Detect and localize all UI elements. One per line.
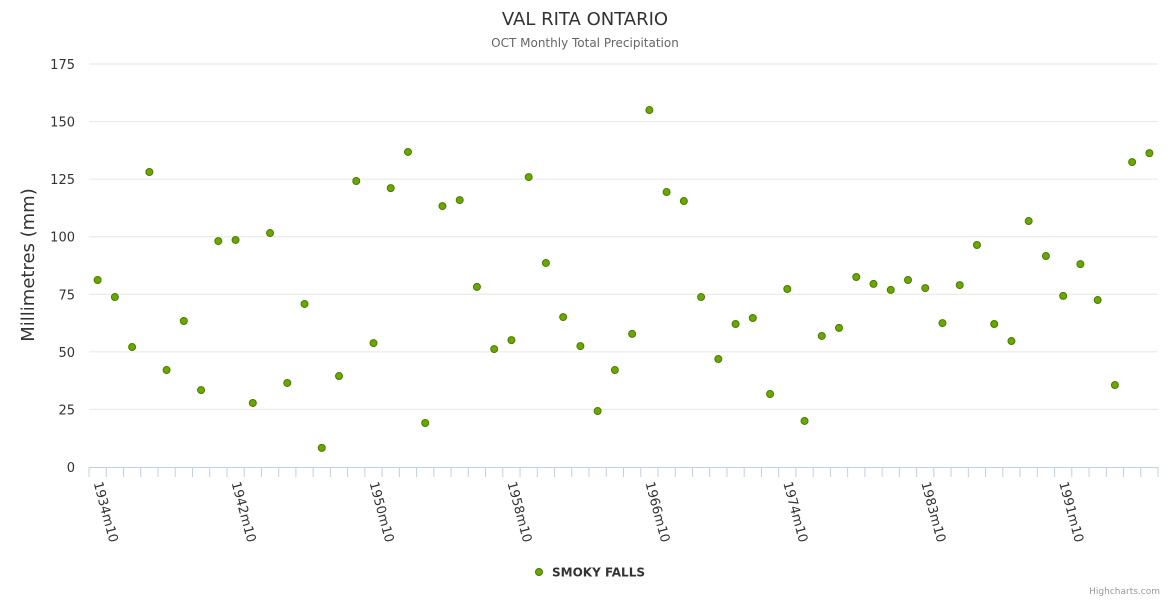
x-tick-label: 1983m10 [917,480,948,544]
data-point [662,188,671,197]
y-tick-label: 175 [50,58,75,73]
data-point [248,398,257,407]
x-tick-label: 1942m10 [228,480,259,544]
data-point [1110,381,1119,390]
chart-subtitle: OCT Monthly Total Precipitation [491,36,679,50]
data-point [541,258,550,267]
credits-link[interactable]: Highcharts.com [1089,587,1160,597]
data-point [610,366,619,375]
data-point [714,354,723,363]
x-tick-label: 1974m10 [779,480,810,544]
data-point [266,229,275,238]
data-point [783,284,792,293]
chart-title: VAL RITA ONTARIO [502,9,668,30]
data-point [766,389,775,398]
data-point [731,319,740,328]
data-point [1128,158,1137,167]
data-point [645,106,654,115]
data-point [800,416,809,425]
y-tick-label: 125 [50,173,75,188]
data-point [576,342,585,351]
legend-label: SMOKY FALLS [552,566,645,580]
data-point [317,443,326,452]
data-point [1007,337,1016,346]
data-point [386,184,395,193]
data-point [93,276,102,285]
data-point [197,386,206,395]
data-point [559,313,568,322]
data-point [1145,149,1154,158]
data-point [972,241,981,250]
x-tick-label: 1966m10 [641,480,672,544]
data-point [335,372,344,381]
data-point [403,147,412,156]
data-point [886,285,895,294]
y-tick-label: 100 [50,231,75,246]
x-tick-label: 1934m10 [90,480,121,544]
data-point [852,273,861,282]
data-point [162,366,171,375]
legend-marker [535,568,543,576]
data-point [145,168,154,177]
data-point [1076,260,1085,269]
data-point [472,282,481,291]
data-point [697,293,706,302]
data-point [490,345,499,354]
data-point [455,196,464,205]
legend-item[interactable]: SMOKY FALLS [535,566,646,580]
data-point [507,336,516,345]
x-tick-label: 1950m10 [366,480,397,544]
data-point [1041,252,1050,261]
data-point [990,319,999,328]
y-tick-label: 25 [58,403,75,418]
y-tick-label: 75 [58,288,75,303]
data-point [524,173,533,182]
data-point [352,176,361,185]
data-point [214,237,223,246]
data-point [1024,217,1033,226]
y-tick-label: 0 [67,461,75,476]
data-point [955,281,964,290]
data-point [300,299,309,308]
y-axis-title: Millimetres (mm) [18,188,39,342]
data-point [835,323,844,332]
data-point [628,329,637,338]
data-point [1059,291,1068,300]
data-point [421,419,430,428]
data-point [110,293,119,302]
data-point [593,407,602,416]
data-point [1093,296,1102,305]
y-tick-label: 50 [58,346,75,361]
data-point [369,339,378,348]
data-point [679,197,688,206]
data-point [179,316,188,325]
data-point [869,279,878,288]
y-tick-label: 150 [50,116,75,131]
data-point [921,284,930,293]
x-tick-label: 1958m10 [504,480,535,544]
data-point [283,378,292,387]
data-point [231,235,240,244]
data-point [817,331,826,340]
data-point [438,202,447,211]
x-tick-label: 1991m10 [1055,480,1086,544]
data-point [128,343,137,352]
data-point [938,319,947,328]
data-point [903,276,912,285]
data-point [748,314,757,323]
